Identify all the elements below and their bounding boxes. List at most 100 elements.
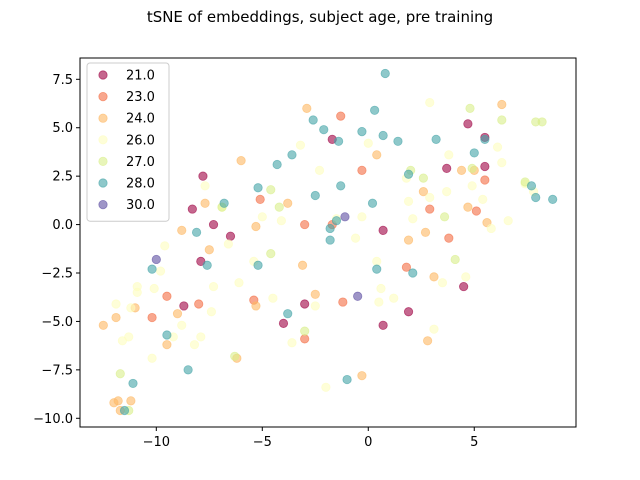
data-point: [147, 312, 157, 323]
data-point: [126, 396, 136, 406]
data-point: [189, 340, 200, 350]
data-point: [113, 396, 123, 406]
data-point: [283, 198, 293, 208]
data-point: [219, 198, 229, 208]
data-point: [478, 194, 488, 205]
data-point: [272, 159, 282, 170]
data-point: [147, 353, 157, 363]
data-point: [172, 309, 183, 319]
data-point: [425, 204, 435, 214]
data-point: [310, 190, 320, 201]
data-point: [357, 127, 367, 137]
legend-marker: [98, 92, 108, 102]
legend-marker: [98, 70, 108, 80]
data-point: [196, 332, 206, 342]
data-point: [378, 130, 388, 141]
data-point: [297, 260, 308, 270]
legend-label: 24.0: [126, 112, 155, 127]
y-tick-label: 0.0: [52, 218, 73, 233]
data-point: [492, 142, 503, 152]
data-point: [378, 225, 388, 235]
data-point: [308, 115, 318, 125]
data-point: [403, 196, 414, 206]
legend-marker: [98, 200, 108, 210]
data-point: [367, 198, 378, 208]
data-point: [503, 216, 513, 226]
data-point: [124, 332, 134, 342]
series-30.0: [151, 212, 363, 301]
data-point: [467, 181, 477, 191]
data-point: [200, 181, 210, 191]
data-point: [363, 138, 373, 148]
data-point: [253, 260, 263, 270]
data-point: [372, 256, 382, 266]
data-point: [357, 165, 367, 175]
data-point: [208, 219, 219, 230]
data-point: [456, 165, 467, 175]
data-point: [300, 326, 310, 336]
data-point: [418, 187, 428, 197]
data-point: [431, 134, 441, 144]
legend-marker: [98, 113, 108, 123]
data-point: [370, 105, 380, 115]
data-point: [177, 225, 187, 235]
data-point: [225, 231, 236, 241]
data-point: [191, 227, 202, 237]
data-point: [119, 405, 130, 416]
data-point: [418, 173, 428, 183]
data-point: [151, 254, 161, 265]
data-point: [257, 212, 267, 222]
data-point: [442, 163, 452, 174]
data-point: [461, 272, 471, 282]
data-point: [179, 301, 189, 311]
data-point: [274, 202, 284, 212]
data-point: [266, 249, 276, 259]
chart-title: tSNE of embeddings, subject age, pre tra…: [147, 8, 493, 26]
data-point: [276, 216, 286, 226]
data-point: [403, 307, 414, 317]
data-point: [342, 374, 352, 385]
legend-label: 23.0: [126, 90, 155, 105]
data-point: [236, 156, 246, 166]
legend-label: 26.0: [126, 133, 155, 148]
data-point: [378, 320, 388, 330]
data-point: [287, 338, 297, 348]
data-point: [230, 351, 240, 361]
legend-label: 21.0: [126, 69, 155, 84]
data-point: [266, 185, 276, 195]
data-point: [162, 340, 172, 350]
series-23.0: [147, 111, 490, 344]
data-point: [471, 206, 481, 216]
x-tick-label: 5: [470, 435, 478, 450]
legend-marker: [98, 135, 108, 145]
data-points: [98, 68, 558, 416]
y-tick-label: −5.0: [41, 315, 73, 330]
data-point: [376, 283, 386, 294]
data-point: [423, 336, 433, 346]
y-tick-label: −10.0: [33, 412, 73, 427]
data-point: [206, 307, 217, 317]
series-24.0: [98, 99, 507, 416]
data-point: [187, 204, 197, 214]
legend-box: [86, 62, 170, 222]
data-point: [357, 212, 367, 222]
data-point: [497, 115, 507, 125]
y-tick-label: −7.5: [41, 363, 73, 378]
data-point: [497, 99, 507, 110]
data-point: [439, 212, 450, 222]
data-point: [155, 266, 166, 276]
data-point: [198, 171, 208, 181]
data-point: [200, 198, 210, 208]
data-point: [115, 369, 125, 379]
data-point: [194, 299, 204, 309]
data-point: [437, 278, 448, 288]
data-point: [300, 219, 310, 230]
plot-area-frame: [79, 57, 577, 428]
data-point: [314, 165, 325, 175]
data-point: [310, 301, 320, 311]
data-point: [467, 163, 477, 174]
x-tick-label: −10: [143, 435, 170, 450]
data-point: [177, 320, 187, 330]
data-point: [325, 223, 335, 234]
data-point: [531, 192, 541, 203]
